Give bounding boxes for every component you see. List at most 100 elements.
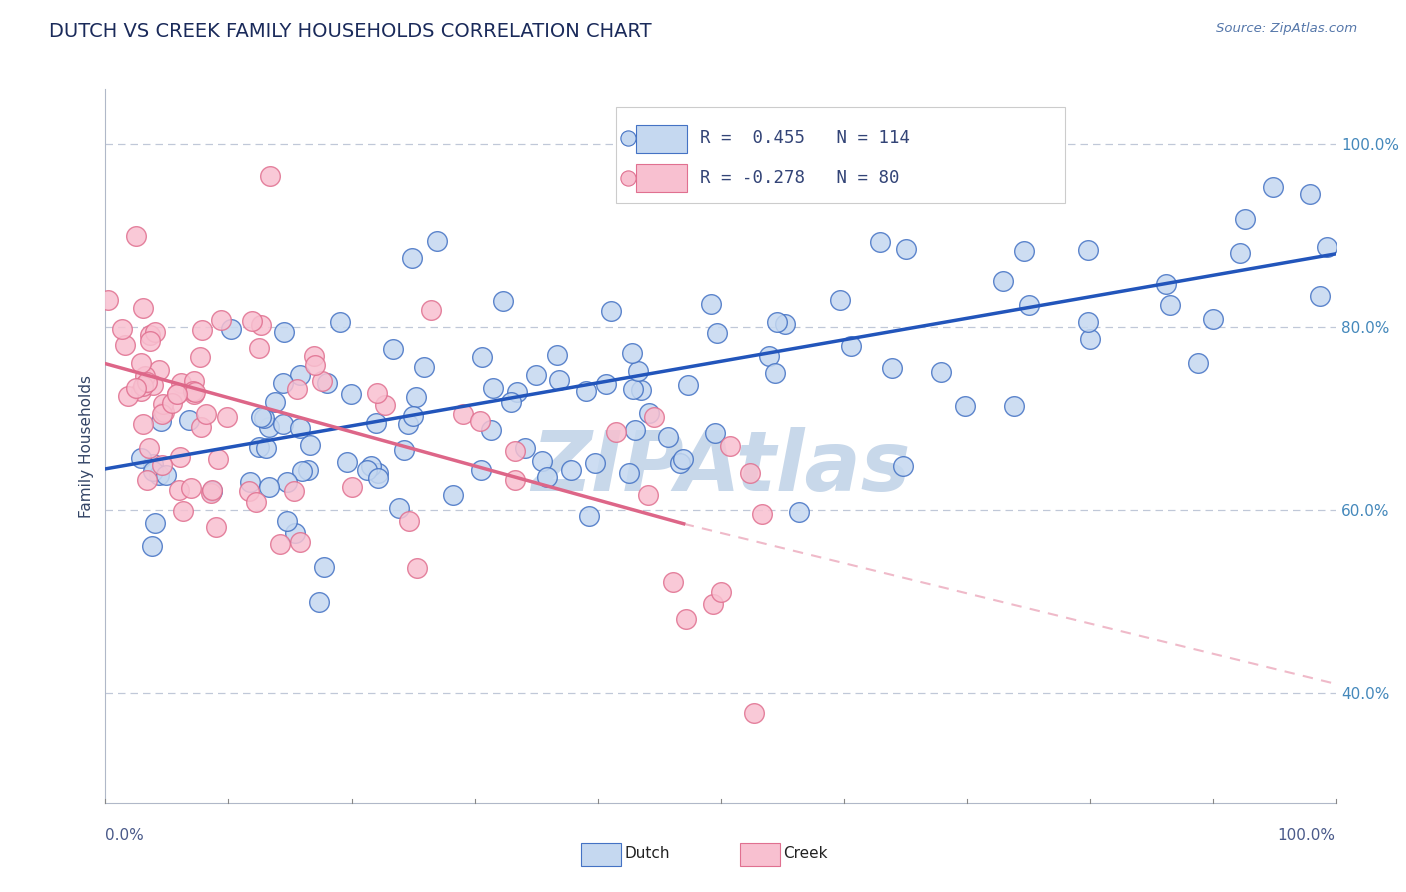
Point xyxy=(201,484,224,499)
Point xyxy=(205,519,228,533)
Point xyxy=(1261,179,1284,194)
Point xyxy=(1159,298,1181,312)
Text: Source: ZipAtlas.com: Source: ZipAtlas.com xyxy=(1216,22,1357,36)
Point xyxy=(503,473,526,487)
Text: 100.0%: 100.0% xyxy=(1278,828,1336,843)
Point xyxy=(426,234,449,248)
Point xyxy=(166,387,188,401)
Point xyxy=(257,480,280,494)
Point xyxy=(406,560,429,574)
Point xyxy=(190,419,212,434)
Point xyxy=(170,376,193,391)
Point xyxy=(336,455,359,469)
Point xyxy=(637,488,659,502)
Point xyxy=(953,399,976,413)
Point xyxy=(1308,289,1330,303)
Point xyxy=(304,358,326,372)
Point xyxy=(257,419,280,434)
Point xyxy=(1202,312,1225,326)
Point xyxy=(657,430,679,444)
Point xyxy=(250,318,273,332)
Point xyxy=(311,375,333,389)
Point xyxy=(1234,212,1257,227)
Point xyxy=(718,439,741,453)
Point xyxy=(183,384,205,399)
Point xyxy=(392,443,415,458)
Point xyxy=(547,373,569,387)
Point xyxy=(276,475,298,490)
Point xyxy=(621,382,644,396)
Point xyxy=(623,424,645,438)
Point xyxy=(560,463,582,477)
Point xyxy=(503,443,526,458)
Point xyxy=(288,420,311,434)
FancyBboxPatch shape xyxy=(616,107,1066,203)
Point xyxy=(453,407,475,421)
Point xyxy=(259,169,281,183)
Point xyxy=(290,534,312,549)
Point xyxy=(148,362,170,376)
Point xyxy=(254,442,277,456)
Point xyxy=(471,350,494,364)
Point xyxy=(839,339,862,353)
Point xyxy=(129,451,152,466)
Point xyxy=(312,560,335,574)
Point xyxy=(787,505,810,519)
Point xyxy=(142,464,165,478)
Point xyxy=(153,405,176,419)
Point xyxy=(638,406,661,420)
Point xyxy=(419,302,441,317)
Text: R =  0.455   N = 114: R = 0.455 N = 114 xyxy=(700,129,910,147)
Point xyxy=(668,457,690,471)
Point xyxy=(536,470,558,484)
Point xyxy=(617,251,640,265)
Point xyxy=(134,368,156,383)
Point xyxy=(200,486,222,500)
Point xyxy=(247,440,270,454)
Point xyxy=(382,342,405,356)
Point xyxy=(367,470,389,484)
Point xyxy=(150,408,173,422)
Point xyxy=(367,466,389,480)
Point xyxy=(531,454,554,468)
Point xyxy=(763,366,786,380)
Point xyxy=(479,424,502,438)
Point xyxy=(183,387,205,401)
Text: R = -0.278   N = 80: R = -0.278 N = 80 xyxy=(700,169,900,186)
Text: 0.0%: 0.0% xyxy=(105,828,145,843)
Point xyxy=(132,379,155,393)
Point xyxy=(1018,298,1040,312)
Point xyxy=(316,376,339,391)
Point xyxy=(302,349,325,363)
Point xyxy=(172,503,194,517)
Point xyxy=(183,374,205,388)
Point xyxy=(766,315,789,329)
Point xyxy=(678,378,700,392)
Point xyxy=(1077,244,1099,258)
Point xyxy=(188,350,211,364)
Point xyxy=(1187,356,1209,370)
Point xyxy=(704,425,727,440)
Point xyxy=(880,360,903,375)
Text: ZIPAtlas: ZIPAtlas xyxy=(531,427,910,508)
Point xyxy=(360,459,382,474)
Point xyxy=(675,612,697,626)
Point xyxy=(1078,332,1101,346)
Point xyxy=(709,585,731,599)
Point xyxy=(155,468,177,483)
Point xyxy=(506,385,529,400)
Point xyxy=(661,574,683,589)
Point xyxy=(114,338,136,352)
Point xyxy=(340,386,363,401)
Point xyxy=(374,397,396,411)
Point xyxy=(893,459,915,474)
Point xyxy=(269,537,291,551)
Point xyxy=(129,356,152,370)
Point xyxy=(245,495,267,509)
Point xyxy=(329,315,352,329)
Point xyxy=(194,407,217,421)
Point xyxy=(672,452,695,467)
Point xyxy=(152,397,174,411)
Point xyxy=(169,450,191,465)
Point xyxy=(643,409,665,424)
